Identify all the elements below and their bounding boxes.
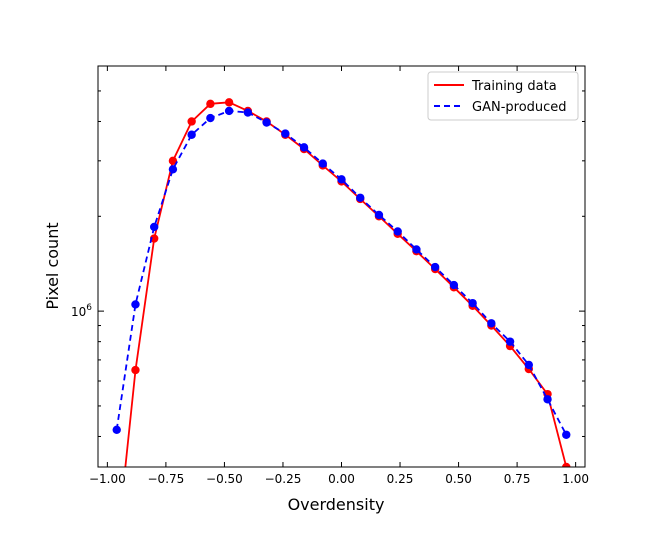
legend: Training data GAN-produced — [427, 71, 579, 121]
data-point — [206, 99, 215, 109]
data-point — [168, 156, 178, 166]
data-point — [412, 245, 421, 254]
data-point — [562, 462, 571, 467]
data-point — [318, 159, 327, 168]
data-point — [505, 337, 515, 346]
x-tick-label: −1.00 — [89, 472, 126, 486]
x-tick-label: 0.25 — [387, 472, 414, 486]
data-point — [299, 143, 309, 152]
data-point — [449, 280, 459, 290]
x-tick-label: 0.75 — [504, 472, 531, 486]
data-point — [131, 365, 140, 375]
y-major-tick: 106 — [71, 303, 585, 319]
data-point — [243, 108, 253, 117]
y-minor-ticks — [98, 90, 585, 437]
data-point — [168, 165, 178, 174]
x-tick-label: 1.00 — [562, 472, 589, 486]
plot-frame — [97, 65, 586, 468]
series-line — [115, 109, 568, 436]
data-point — [430, 262, 440, 272]
data-point — [562, 430, 571, 439]
data-point — [131, 300, 140, 309]
data-point — [224, 98, 234, 107]
data-point — [487, 319, 496, 328]
legend-box — [427, 71, 579, 121]
x-tick-label: −0.25 — [265, 472, 302, 486]
data-point — [337, 175, 346, 184]
x-axis-label: Overdensity — [288, 495, 385, 514]
data-point — [113, 545, 121, 550]
data-point — [356, 193, 365, 202]
data-point — [393, 227, 402, 236]
data-point — [149, 222, 159, 232]
data-point — [187, 130, 196, 139]
data-point — [468, 298, 477, 308]
data-point — [224, 106, 234, 116]
data-point — [374, 210, 384, 220]
data-point — [281, 129, 290, 138]
x-tick-label: 0.50 — [445, 472, 472, 486]
data-point — [543, 395, 552, 404]
data-point — [149, 234, 159, 243]
x-axis-ticks: −1.00 −0.75 −0.50 −0.25 0.00 0.25 0.50 0.75 1.00 — [89, 66, 589, 486]
data-point — [524, 360, 534, 370]
x-tick-label: −0.50 — [206, 472, 243, 486]
x-tick-label: 0.00 — [328, 472, 355, 486]
data-point — [187, 117, 196, 126]
legend-entry: GAN-produced — [472, 100, 567, 115]
y-axis-label: Pixel count — [43, 222, 62, 309]
legend-entry: Training data — [471, 79, 557, 94]
data-point — [262, 118, 271, 127]
series-layer — [112, 98, 571, 550]
y-tick-label: 106 — [71, 303, 92, 319]
x-tick-label: −0.75 — [148, 472, 185, 486]
data-point — [206, 113, 215, 123]
series-gan-produced — [112, 106, 571, 439]
data-point — [112, 425, 121, 434]
